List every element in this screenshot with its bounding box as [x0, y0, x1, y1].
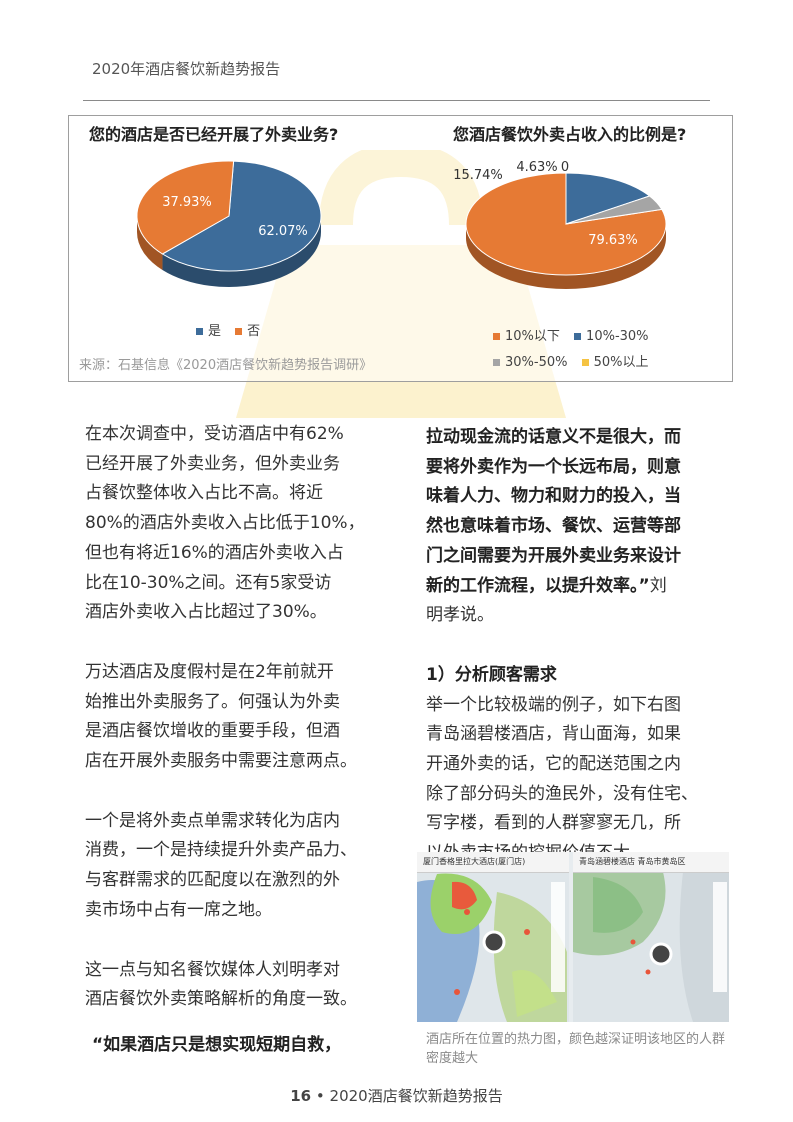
label-30-50: 4.63%: [516, 160, 557, 175]
page-footer: 16 • 2020酒店餐饮新趋势报告: [0, 1085, 793, 1106]
text-line: 酒店外卖收入占比超过了30%。: [85, 602, 327, 623]
slice-under10-side: [466, 224, 666, 289]
text-line: 举一个比较极端的例子，如下右图: [426, 694, 681, 715]
legend-item-over50: 50%以上: [581, 351, 649, 370]
qingdao-heatmap: 青岛涵碧楼酒店 青岛市黄岛区: [573, 852, 729, 1022]
paragraph-survey: 在本次调查中，受访酒店中有62% 已经开展了外卖业务，但外卖业务 占餐饮整体收入…: [85, 420, 385, 628]
left-legend: 是 否: [196, 320, 270, 339]
text-line: 新的工作流程，以提升效率。”刘: [426, 575, 667, 596]
label-no: 37.93%: [162, 195, 212, 210]
slice-no-slice: [136, 160, 235, 255]
xiamen-map-title: 厦门香格里拉大酒店(厦门店): [417, 852, 569, 873]
qingdao-heatmap-image: [573, 852, 729, 1022]
quote-continuation: 拉动现金流的话意义不是很大，而 要将外卖作为一个长远布局，则意 味着人力、物力和…: [426, 423, 726, 631]
text-line: 味着人力、物力和财力的投入，当: [426, 486, 681, 507]
right-legend-row2: 30%-50% 50%以上: [493, 351, 659, 370]
text-line: 青岛涵碧楼酒店，背山面海，如果: [426, 724, 681, 745]
text-line: 门之间需要为开展外卖业务来设计: [426, 545, 681, 566]
slice-no-side: [137, 216, 163, 270]
slice-yes-slice: [161, 160, 322, 272]
text-line: 但也有将近16%的酒店外卖收入占: [85, 542, 344, 563]
slice-yes-side: [162, 216, 321, 287]
label-over50: 0: [561, 160, 569, 175]
text-line: 是酒店餐饮增收的重要手段，但酒: [85, 721, 340, 742]
footer-title: 2020酒店餐饮新趋势报告: [329, 1087, 503, 1105]
xiamen-heatmap: 厦门香格里拉大酒店(厦门店): [417, 852, 569, 1022]
text-line: 然也意味着市场、餐饮、运营等部: [426, 516, 681, 537]
paragraph-example: 举一个比较极端的例子，如下右图 青岛涵碧楼酒店，背山面海，如果 开通外卖的话，它…: [426, 691, 726, 869]
text-line: 店在开展外卖服务中需要注意两点。: [85, 751, 357, 772]
left-text-column: 在本次调查中，受访酒店中有62% 已经开展了外卖业务，但外卖业务 占餐饮整体收入…: [85, 420, 385, 1015]
text-line: 拉动现金流的话意义不是很大，而: [426, 427, 681, 447]
text-line: 与客群需求的匹配度以在激烈的外: [85, 870, 340, 891]
legend-item-10-30: 10%-30%: [574, 329, 649, 344]
header-rule: [83, 100, 710, 101]
slice-10-30-slice: [565, 172, 651, 225]
text-line: 开通外卖的话，它的配送范围之内: [426, 754, 681, 775]
quote-opening: “如果酒店只是想实现短期自救，: [92, 1035, 342, 1055]
right-legend-row1: 10%以下 10%-30%: [493, 325, 659, 344]
paragraph-agreement: 这一点与知名餐饮媒体人刘明孝对 酒店餐饮外卖策略解析的角度一致。: [85, 956, 385, 1015]
page-number: 16: [290, 1087, 312, 1105]
text-line: 在本次调查中，受访酒店中有62%: [85, 424, 344, 444]
qingdao-map-title: 青岛涵碧楼酒店 青岛市黄岛区: [573, 852, 729, 873]
text-line: 酒店餐饮外卖策略解析的角度一致。: [85, 989, 357, 1010]
xiamen-heatmap-image: [417, 852, 569, 1022]
label-under10: 79.63%: [588, 233, 638, 248]
legend-item-no: 否: [235, 320, 260, 339]
text-line: 万达酒店及度假村是在2年前就开: [85, 661, 334, 682]
slice-30-50-slice: [565, 195, 663, 225]
left-chart-title: 您的酒店是否已经开展了外卖业务?: [89, 125, 339, 144]
label-yes: 62.07%: [258, 224, 308, 239]
text-line: 始推出外卖服务了。何强认为外卖: [85, 691, 340, 712]
legend-item-30-50: 30%-50%: [493, 355, 567, 370]
text-line: 已经开展了外卖业务，但外卖业务: [85, 453, 340, 474]
paragraph-wanda: 万达酒店及度假村是在2年前就开 始推出外卖服务了。何强认为外卖 是酒店餐饮增收的…: [85, 658, 385, 777]
source-note: 来源：石基信息《2020酒店餐饮新趋势报告调研》: [79, 358, 373, 373]
text-line: 卖市场中占有一席之地。: [85, 899, 272, 920]
text-line: 要将外卖作为一个长远布局，则意: [426, 456, 681, 477]
legend-item-yes: 是: [196, 320, 221, 339]
text-line: 这一点与知名餐饮媒体人刘明孝对: [85, 959, 340, 980]
text-line: 比在10-30%之间。还有5家受访: [85, 572, 332, 593]
text-line: 占餐饮整体收入占比不高。将近: [85, 483, 323, 504]
map-caption: 酒店所在位置的热力图，颜色越深证明该地区的人群密度越大: [426, 1032, 726, 1066]
text-line: 写字楼，看到的人群寥寥无几，所: [426, 813, 681, 834]
right-text-column: 拉动现金流的话意义不是很大，而 要将外卖作为一个长远布局，则意 味着人力、物力和…: [426, 423, 726, 869]
text-line: 消费，一个是持续提升外卖产品力、: [85, 840, 357, 861]
paragraph-two-points: 一个是将外卖点单需求转化为店内 消费，一个是持续提升外卖产品力、 与客群需求的匹…: [85, 807, 385, 926]
text-line: 80%的酒店外卖收入占比低于10%，: [85, 513, 365, 534]
survey-charts-panel: 您的酒店是否已经开展了外卖业务? 您酒店餐饮外卖占收入的比例是? 62.07% 3…: [68, 115, 733, 382]
legend-item-under10: 10%以下: [493, 325, 560, 344]
label-10-30: 15.74%: [453, 168, 503, 183]
footer-separator: •: [315, 1087, 325, 1105]
right-chart-title: 您酒店餐饮外卖占收入的比例是?: [453, 125, 687, 144]
pie-charts: 62.07% 37.93% 79.63% 15.74% 4.63% 0: [136, 160, 667, 289]
subheading: 1）分析顾客需求: [426, 664, 557, 685]
running-header: 2020年酒店餐饮新趋势报告: [92, 60, 281, 78]
text-line: 明孝说。: [426, 605, 494, 626]
text-line: 一个是将外卖点单需求转化为店内: [85, 810, 340, 831]
heatmap-screenshots: 厦门香格里拉大酒店(厦门店) 青岛涵碧楼酒店 青岛市黄岛区: [417, 852, 729, 1022]
text-line: 除了部分码头的渔民外，没有住宅、: [426, 783, 698, 804]
